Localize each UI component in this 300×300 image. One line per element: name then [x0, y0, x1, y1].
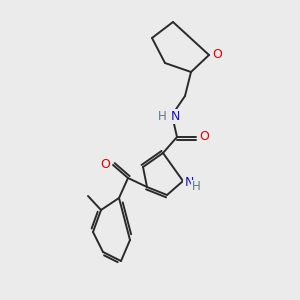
Text: O: O	[199, 130, 209, 142]
Text: H: H	[192, 181, 200, 194]
Text: H: H	[158, 110, 166, 122]
Text: O: O	[100, 158, 110, 170]
Text: O: O	[212, 47, 222, 61]
Text: N: N	[170, 110, 180, 122]
Text: N: N	[184, 176, 194, 188]
